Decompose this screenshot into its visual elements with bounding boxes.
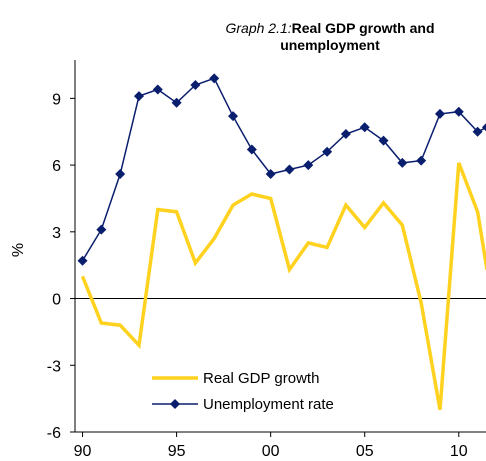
y-tick-label: 3 <box>52 225 61 242</box>
unemployment-point <box>77 255 88 266</box>
unemployment-point <box>434 108 445 119</box>
legend-diamond-marker <box>170 399 180 409</box>
unemployment-point <box>284 164 295 175</box>
unemployment-point <box>472 126 483 137</box>
chart-title-prefix: Graph 2.1: <box>225 20 291 36</box>
unemployment-point <box>359 122 370 133</box>
unemployment-point <box>340 128 351 139</box>
unemployment-point <box>265 168 276 179</box>
chart-title-main: Real GDP growth and <box>292 20 435 36</box>
unemployment-point <box>416 155 427 166</box>
unemployment-point <box>378 135 389 146</box>
unemployment-point <box>209 73 220 84</box>
legend-label-unemployment: Unemployment rate <box>203 396 334 413</box>
unemployment-point <box>453 106 464 117</box>
x-tick-label: 10 <box>450 443 468 460</box>
unemployment-point <box>171 97 182 108</box>
unemployment-point <box>152 84 163 95</box>
x-tick-label: 90 <box>74 443 92 460</box>
axes: 9 6 3 0 -3 -6 90 95 00 05 10 <box>47 60 486 460</box>
unemployment-point <box>397 157 408 168</box>
unemployment-point <box>482 123 486 132</box>
y-tick-label: -3 <box>47 358 61 375</box>
series-layer <box>77 73 486 411</box>
chart-title-line-2: unemployment <box>280 37 380 53</box>
y-axis-label: % <box>10 243 27 257</box>
unemployment-point <box>115 168 126 179</box>
legend-label-gdp: Real GDP growth <box>203 370 319 387</box>
legend: Real GDP growth Unemployment rate <box>152 370 334 413</box>
gdp-growth-line <box>80 162 486 411</box>
y-tick-label: 0 <box>52 292 61 309</box>
unemployment-point <box>96 224 107 235</box>
unemployment-point <box>133 91 144 102</box>
unemployment-point <box>303 160 314 171</box>
unemployment-point <box>228 111 239 122</box>
unemployment-point <box>246 144 257 155</box>
unemployment-point <box>322 146 333 157</box>
y-tick-label: 9 <box>52 91 61 108</box>
x-tick-label: 00 <box>262 443 280 460</box>
x-tick-label: 05 <box>356 443 374 460</box>
y-tick-label: 6 <box>52 158 61 175</box>
y-tick-label: -6 <box>47 425 61 442</box>
chart-title-line-1: Graph 2.1:Real GDP growth and <box>225 20 434 36</box>
x-tick-label: 95 <box>168 443 186 460</box>
unemployment-line <box>81 77 486 262</box>
unemployment-point <box>190 80 201 91</box>
